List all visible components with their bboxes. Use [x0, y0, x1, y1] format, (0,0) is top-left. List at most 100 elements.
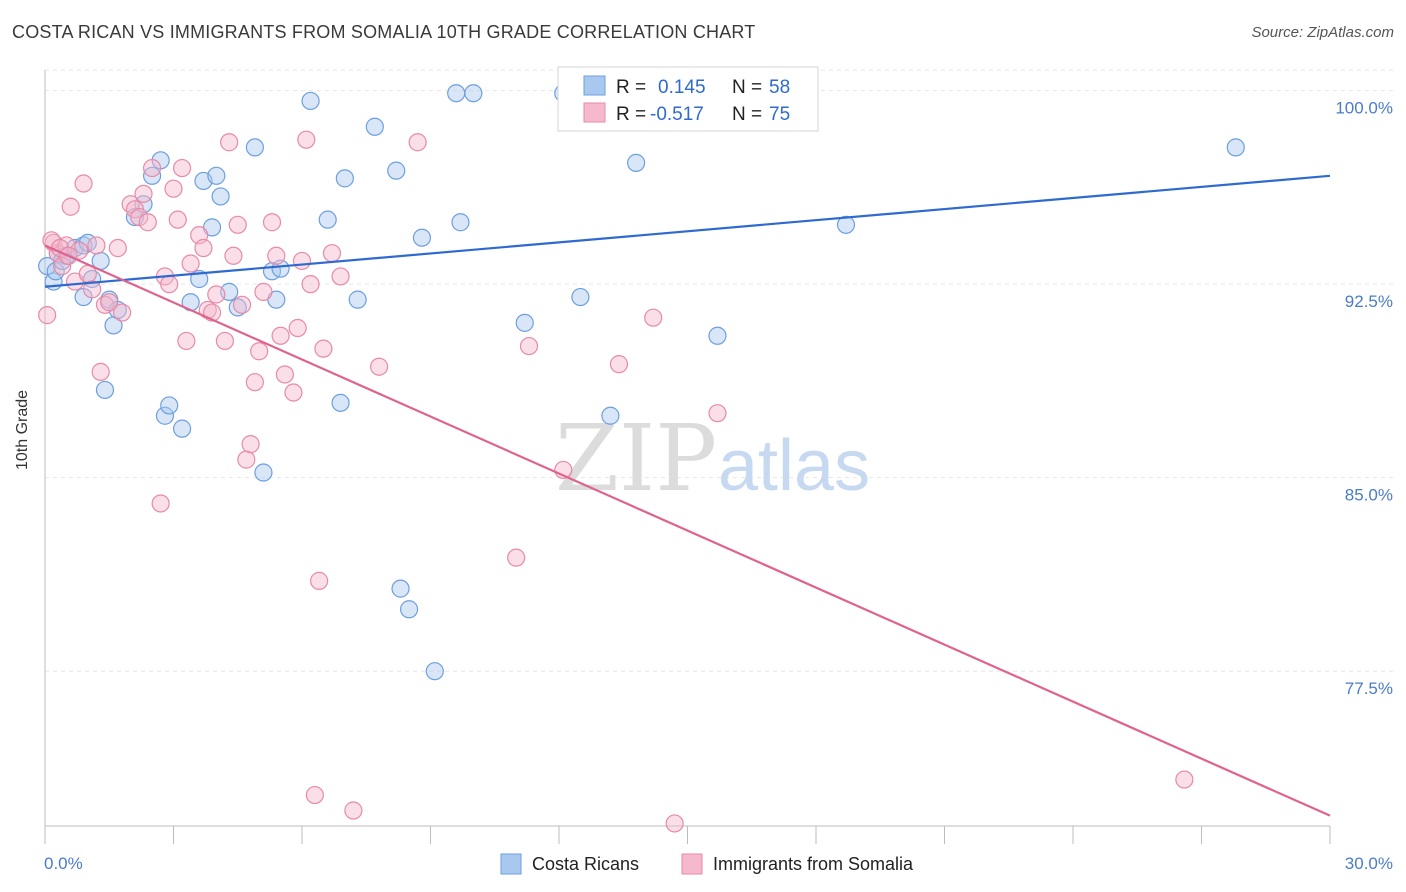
costa-rican-point: [318, 210, 337, 229]
somalia-point: [331, 267, 350, 286]
legend-r-value-blue: 0.145: [658, 77, 706, 98]
costa-rican-point: [335, 169, 354, 188]
y-tick-label: 77.5%: [1345, 679, 1393, 698]
costa-rican-point: [399, 600, 419, 619]
legend-swatch-blue: [583, 75, 606, 96]
legend-n-value-blue: 58: [769, 77, 790, 98]
legend-r-value-pink: -0.517: [650, 104, 704, 125]
somalia-point: [215, 331, 234, 351]
somalia-point: [220, 133, 239, 152]
legend-n-label-pink: N =: [732, 104, 762, 125]
x-tick-max: 30.0%: [1345, 854, 1393, 873]
somalia-point: [292, 251, 312, 271]
somalia-point: [232, 295, 252, 314]
somalia-point: [408, 133, 427, 152]
somalia-point: [130, 207, 149, 227]
somalia-point: [284, 383, 303, 402]
costa-rican-point: [447, 84, 466, 103]
legend-swatch-pink: [583, 102, 606, 123]
somalia-point: [168, 210, 187, 229]
somalia-point: [322, 244, 342, 263]
somalia-point: [228, 215, 247, 234]
somalia-point: [108, 238, 127, 258]
trend-line-costa-ricans: [44, 174, 1331, 288]
costa-rican-point: [155, 406, 175, 425]
somalia-point: [237, 450, 256, 469]
somalia-point: [151, 494, 170, 513]
somalia-point: [507, 548, 526, 567]
bottom-legend-swatch-blue: [500, 853, 522, 875]
costa-rican-point: [1226, 138, 1245, 157]
legend-box: R = 0.145 N = 58 R = -0.517 N = 75: [557, 66, 819, 132]
somalia-point: [1175, 770, 1194, 789]
costa-rican-point: [571, 287, 590, 307]
costa-rican-point: [601, 406, 620, 425]
costa-rican-point: [425, 662, 444, 681]
costa-rican-point: [142, 166, 162, 185]
somalia-point: [70, 241, 89, 260]
costa-rican-point: [211, 187, 230, 206]
somalia-point: [708, 404, 727, 423]
somalia-point: [194, 238, 213, 258]
somalia-point: [164, 179, 183, 198]
legend-r-label-pink: R =: [616, 104, 646, 125]
costa-rican-point: [451, 213, 470, 232]
somalia-point: [519, 336, 539, 356]
bottom-legend-label-pink: Immigrants from Somalia: [713, 854, 914, 874]
costa-ricans-points: [38, 84, 1245, 681]
somalia-point: [38, 306, 57, 325]
costa-rican-point: [412, 228, 432, 247]
somalia-point: [310, 571, 329, 590]
somalia-point: [112, 303, 132, 322]
y-tick-label: 100.0%: [1335, 99, 1393, 118]
watermark-zip: ZIP: [555, 405, 717, 512]
y-tick-label: 85.0%: [1345, 486, 1393, 505]
legend-n-label-blue: N =: [732, 77, 762, 98]
costa-rican-point: [348, 290, 367, 309]
gridlines: [45, 69, 1393, 672]
costa-rican-point: [160, 396, 179, 415]
somalia-point: [665, 814, 684, 833]
somalia-point: [344, 801, 363, 820]
somalia-point: [245, 373, 264, 392]
somalia-point: [275, 365, 294, 384]
x-tick-min: 0.0%: [44, 854, 83, 873]
y-tick-labels: 100.0% 92.5% 85.0% 77.5%: [1335, 99, 1393, 699]
somalia-point: [224, 246, 243, 265]
somalia-point: [181, 254, 200, 273]
costa-rican-point: [365, 117, 384, 136]
watermark: ZIP atlas: [555, 405, 870, 512]
somalia-point: [250, 342, 269, 361]
costa-rican-point: [245, 138, 264, 157]
x-tick-labels: 0.0% 30.0%: [44, 854, 1393, 873]
somalia-point: [53, 256, 72, 276]
somalia-point: [288, 318, 307, 338]
somalia-point: [241, 435, 260, 454]
somalia-point: [370, 357, 389, 376]
somalia-point: [314, 339, 333, 358]
somalia-point: [301, 275, 320, 294]
somalia-point: [87, 236, 106, 255]
costa-rican-point: [708, 326, 727, 345]
costa-rican-point: [387, 161, 406, 180]
somalia-point: [142, 158, 162, 178]
costa-rican-point: [515, 313, 534, 332]
somalia-point: [177, 331, 196, 351]
somalia-point: [160, 275, 179, 294]
somalia-point: [138, 213, 157, 232]
somalia-point: [100, 293, 119, 312]
legend-r-label-blue: R =: [616, 77, 646, 98]
somalia-point: [297, 130, 316, 149]
somalia-point: [254, 282, 273, 301]
costa-rican-point: [254, 463, 273, 482]
costa-rican-point: [626, 153, 646, 172]
source-label: Source: ZipAtlas.com: [1251, 24, 1394, 41]
costa-rican-point: [172, 419, 192, 438]
trend-lines: [44, 174, 1331, 817]
somalia-point: [172, 158, 192, 178]
somalia-point: [262, 213, 282, 232]
costa-rican-point: [391, 579, 410, 598]
somalia-point: [271, 326, 290, 345]
costa-rican-point: [836, 215, 856, 234]
